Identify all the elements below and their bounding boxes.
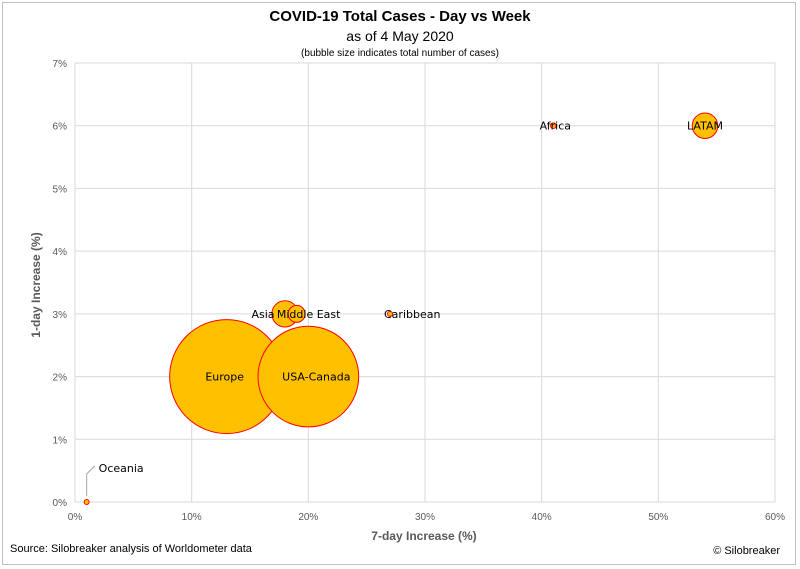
grid-lines [74,62,776,503]
x-tick-label: 10% [182,512,202,523]
x-tick-label: 30% [415,512,435,523]
y-tick-label: 3% [53,310,68,321]
bubble-caribbean [387,310,393,317]
bubble-label: Asia [251,308,274,321]
bubble-labels: Europe USA-Canada Asia Middle East Caribbean… [86,120,723,496]
bubble-label: Oceania [99,462,144,475]
y-tick-label: 4% [53,247,68,258]
bubble-label: LATAM [687,120,723,133]
source-note: Source: Silobreaker analysis of Worldome… [10,543,252,555]
bubble-label: Europe [205,371,244,384]
bubble-usa-canada [257,325,360,428]
bubble-africa [550,122,557,130]
x-tick-label: 60% [765,512,785,523]
y-tick-label: 6% [53,122,68,133]
y-tick-label: 2% [53,373,68,384]
bubble-label: Caribbean [384,308,440,321]
bubbles [83,112,719,505]
chart-subtitle: as of 4 May 2020 [346,28,454,44]
oceania-leader-line [86,465,96,496]
bubble-latam [691,112,719,139]
x-tick-label: 40% [532,512,552,523]
y-tick-label: 0% [53,498,68,509]
y-tick-label: 7% [53,59,68,70]
plot-area [74,62,776,503]
chart-title: COVID-19 Total Cases - Day vs Week [269,8,531,25]
bubble-label: Middle East [277,308,341,321]
x-tick-label: 20% [298,512,318,523]
y-axis-title: 1-day Increase (%) [29,232,43,337]
x-axis-title: 7-day Increase (%) [371,529,476,543]
y-tick-labels: 0% 1% 2% 3% 4% 5% 6% 7% [53,59,68,509]
x-tick-label: 0% [68,512,83,523]
y-tick-label: 1% [53,435,68,446]
bubble-middle-east [287,304,306,323]
bubble-label: Africa [540,120,571,133]
y-tick-label: 5% [53,184,68,195]
chart-note: (bubble size indicates total number of c… [301,48,499,59]
bubble-oceania [83,499,90,505]
x-tick-labels: 0% 10% 20% 30% 40% 50% 60% [68,512,785,523]
copyright-note: © Silobreaker [713,545,780,557]
x-tick-label: 50% [648,512,668,523]
bubble-label: USA-Canada [282,371,350,384]
